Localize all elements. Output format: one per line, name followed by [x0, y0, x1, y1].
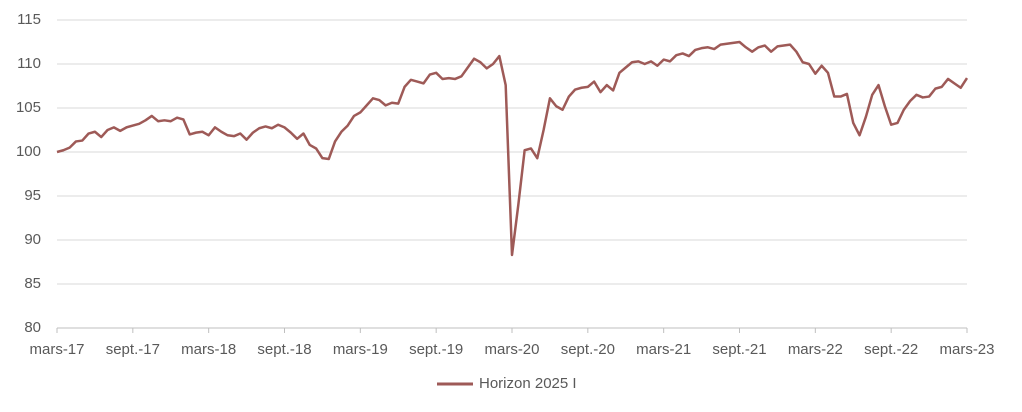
x-tick-label: sept.-22 [864, 341, 918, 358]
y-tick-label: 85 [24, 275, 41, 292]
x-tick-label: mars-17 [29, 341, 84, 358]
y-tick-label: 90 [24, 231, 41, 248]
x-tick-label: sept.-21 [712, 341, 766, 358]
x-tick-label: mars-19 [333, 341, 388, 358]
y-tick-label: 80 [24, 319, 41, 336]
x-tick-label: sept.-20 [561, 341, 615, 358]
x-tick-label: sept.-17 [106, 341, 160, 358]
y-tick-label: 100 [16, 143, 41, 160]
y-tick-label: 115 [17, 11, 41, 28]
x-tick-label: sept.-19 [409, 341, 463, 358]
x-tick-label: mars-22 [788, 341, 843, 358]
x-tick-label: mars-18 [181, 341, 236, 358]
y-tick-label: 95 [24, 187, 41, 204]
y-tick-label: 110 [17, 55, 41, 72]
x-tick-label: mars-21 [636, 341, 691, 358]
y-tick-label: 105 [16, 99, 41, 116]
x-tick-label: mars-23 [939, 341, 994, 358]
legend-label: Horizon 2025 I [479, 375, 577, 392]
x-tick-label: mars-20 [484, 341, 539, 358]
series-line [56, 40, 969, 257]
x-tick-label: sept.-18 [257, 341, 311, 358]
